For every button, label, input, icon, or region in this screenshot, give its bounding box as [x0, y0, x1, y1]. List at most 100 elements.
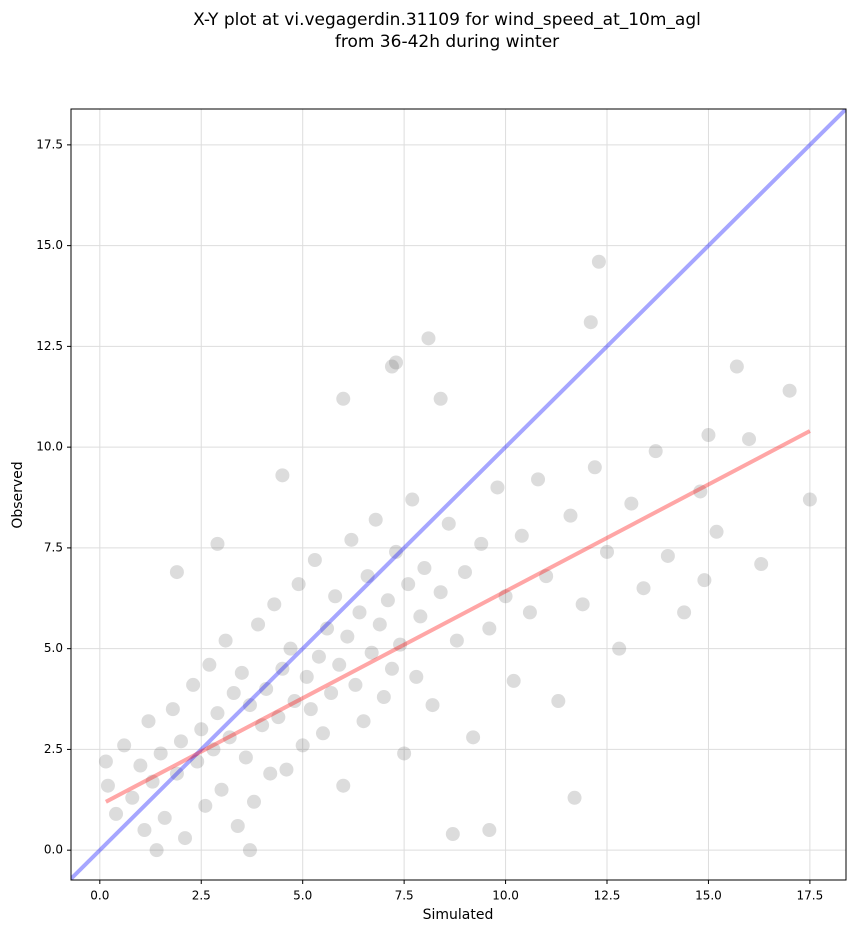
- plot-frame: [70, 108, 847, 881]
- scatter-point: [360, 569, 375, 584]
- scatter-point: [782, 383, 797, 398]
- scatter-point: [754, 557, 769, 572]
- scatter-point: [709, 524, 724, 539]
- scatter-point: [251, 617, 266, 632]
- scatter-point: [693, 484, 708, 499]
- scatter-point: [206, 742, 221, 757]
- x-tick-label: 0.0: [90, 889, 109, 903]
- scatter-point: [389, 355, 404, 370]
- scatter-point: [539, 569, 554, 584]
- scatter-point: [397, 746, 412, 761]
- chart-title: X-Y plot at vi.vegagerdin.31109 for wind…: [193, 10, 701, 30]
- scatter-point: [405, 492, 420, 507]
- scatter-point: [340, 629, 355, 644]
- scatter-point: [389, 544, 404, 559]
- scatter-point: [474, 536, 489, 551]
- y-tick-label: 5.0: [44, 641, 63, 655]
- scatter-point: [600, 544, 615, 559]
- scatter-point: [587, 460, 602, 475]
- y-tick-label: 17.5: [36, 137, 63, 151]
- y-tick-label: 12.5: [36, 339, 63, 353]
- x-tick-label: 10.0: [492, 889, 519, 903]
- scatter-point: [380, 593, 395, 608]
- scatter-point: [255, 718, 270, 733]
- scatter-point: [376, 690, 391, 705]
- scatter-point: [701, 428, 716, 443]
- y-tick-label: 7.5: [44, 540, 63, 554]
- y-tick-label: 2.5: [44, 742, 63, 756]
- scatter-point: [348, 677, 363, 692]
- scatter-point: [279, 762, 294, 777]
- scatter-point: [356, 714, 371, 729]
- scatter-point: [332, 657, 347, 672]
- scatter-point: [384, 661, 399, 676]
- scatter-point: [287, 694, 302, 709]
- scatter-point: [100, 778, 115, 793]
- x-axis-label: Simulated: [423, 907, 494, 923]
- scatter-point: [198, 798, 213, 813]
- scatter-point: [315, 726, 330, 741]
- scatter-point: [591, 254, 606, 269]
- scatter-point: [531, 472, 546, 487]
- scatter-point: [307, 552, 322, 567]
- scatter-point: [98, 754, 113, 769]
- scatter-point: [413, 609, 428, 624]
- scatter-point: [295, 738, 310, 753]
- scatter-point: [190, 754, 205, 769]
- scatter-point: [433, 585, 448, 600]
- scatter-point: [352, 605, 367, 620]
- scatter-point: [303, 702, 318, 717]
- scatter-point: [490, 480, 505, 495]
- scatter-point: [275, 468, 290, 483]
- scatter-point: [328, 589, 343, 604]
- scatter-point: [522, 605, 537, 620]
- scatter-point: [498, 589, 513, 604]
- scatter-point: [441, 516, 456, 531]
- scatter-point: [210, 536, 225, 551]
- scatter-point: [169, 766, 184, 781]
- scatter-point: [421, 331, 436, 346]
- scatter-point: [202, 657, 217, 672]
- scatter-point: [299, 669, 314, 684]
- scatter-point: [612, 641, 627, 656]
- scatter-point: [222, 730, 237, 745]
- x-tick-label: 12.5: [594, 889, 621, 903]
- scatter-point: [117, 738, 132, 753]
- scatter-point: [449, 633, 464, 648]
- scatter-point: [291, 577, 306, 592]
- scatter-point: [157, 810, 172, 825]
- scatter-point: [742, 432, 757, 447]
- scatter-point: [514, 528, 529, 543]
- scatter-point: [246, 794, 261, 809]
- scatter-point: [336, 778, 351, 793]
- scatter-point: [457, 565, 472, 580]
- y-tick-label: 10.0: [36, 440, 63, 454]
- scatter-point: [729, 359, 744, 374]
- scatter-point: [364, 645, 379, 660]
- scatter-point: [320, 621, 335, 636]
- x-tick-label: 15.0: [695, 889, 722, 903]
- scatter-point: [169, 565, 184, 580]
- scatter-point: [677, 605, 692, 620]
- scatter-point: [125, 790, 140, 805]
- scatter-point: [153, 746, 168, 761]
- scatter-point: [149, 843, 164, 858]
- scatter-point: [336, 391, 351, 406]
- scatter-point: [133, 758, 148, 773]
- scatter-point: [482, 621, 497, 636]
- scatter-point: [409, 669, 424, 684]
- y-tick-label: 15.0: [36, 238, 63, 252]
- scatter-point: [697, 573, 712, 588]
- scatter-point: [802, 492, 817, 507]
- scatter-point: [178, 831, 193, 846]
- scatter-point: [214, 782, 229, 797]
- scatter-point: [226, 685, 241, 700]
- scatter-point: [238, 750, 253, 765]
- scatter-point: [311, 649, 326, 664]
- scatter-point: [275, 661, 290, 676]
- reference-line: [71, 109, 846, 880]
- scatter-point: [567, 790, 582, 805]
- scatter-point: [194, 722, 209, 737]
- scatter-point: [344, 532, 359, 547]
- scatter-point: [242, 698, 257, 713]
